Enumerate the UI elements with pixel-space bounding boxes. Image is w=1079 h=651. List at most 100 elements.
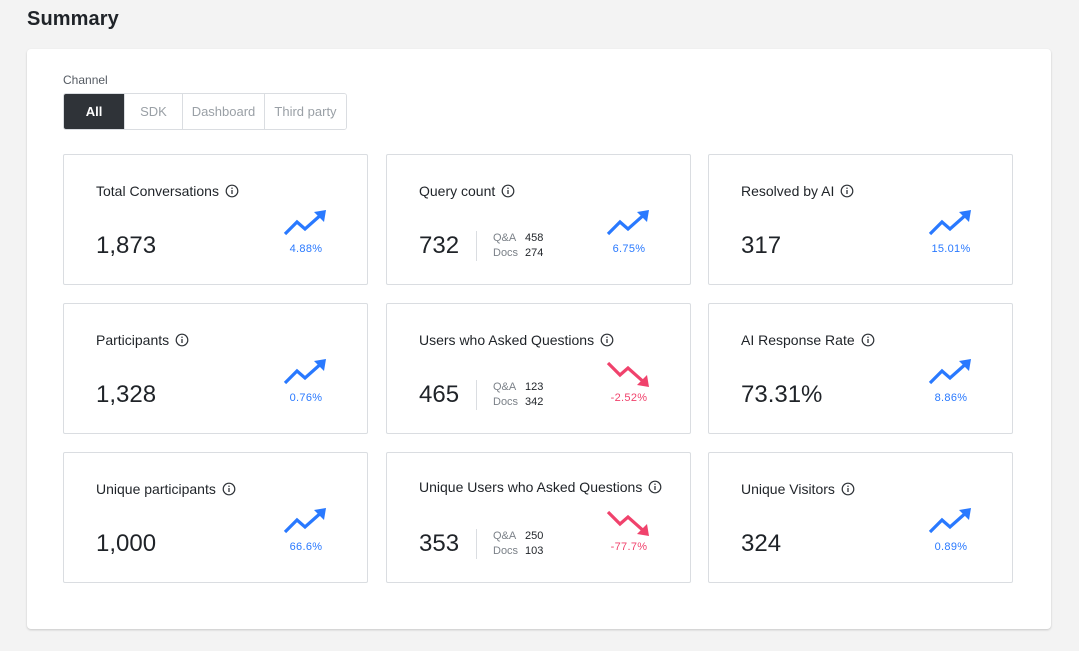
metric-change: 8.86%: [934, 392, 968, 404]
metric-card-resolved-by-ai: Resolved by AI 317 15.01%: [708, 154, 1013, 285]
trending-up-icon: [283, 359, 326, 385]
breakdown-value: 123: [525, 381, 544, 393]
trending-up-icon: [928, 210, 971, 236]
metric-title: Unique participants: [96, 479, 346, 499]
metric-value: 1,873: [96, 232, 157, 259]
metric-title-text: Unique Users who Asked Questions: [419, 479, 643, 495]
metric-card-total-conversations: Total Conversations 1,873 4.88%: [63, 154, 368, 285]
metric-change: -77.7%: [610, 541, 648, 553]
metric-trend: -2.52%: [605, 358, 653, 404]
metric-title-text: Resolved by AI: [741, 183, 835, 199]
breakdown-row: Q&A 250: [493, 529, 543, 544]
breakdown-row: Docs 274: [493, 246, 543, 261]
channel-option-sdk[interactable]: SDK: [124, 94, 182, 129]
breakdown-value: 103: [525, 545, 544, 557]
trending-up-icon: [606, 210, 649, 236]
channel-option-third-party[interactable]: Third party: [264, 94, 346, 129]
metric-change: 15.01%: [931, 243, 971, 255]
metric-trend: 4.88%: [282, 209, 330, 255]
metric-breakdown: Q&A 123 Docs 342: [476, 380, 543, 410]
channel-option-all[interactable]: All: [64, 94, 124, 129]
breakdown-label: Docs: [493, 545, 519, 557]
metric-value: 353: [419, 530, 460, 557]
metric-change: 4.88%: [289, 243, 323, 255]
breakdown-row: Q&A 123: [493, 380, 543, 395]
metric-title-text: Participants: [96, 332, 170, 348]
metric-title-text: Total Conversations: [96, 183, 219, 199]
trending-up-icon: [928, 508, 971, 534]
channel-label: Channel: [63, 73, 108, 87]
metric-change: 0.76%: [289, 392, 323, 404]
metric-value: 317: [741, 232, 782, 259]
metric-card-query-count: Query count 732 Q&A 458 Docs 274 6.75%: [386, 154, 691, 285]
metric-trend: 8.86%: [927, 358, 975, 404]
metric-title: AI Response Rate: [741, 330, 991, 350]
metric-change: 6.75%: [612, 243, 646, 255]
metric-title-text: Unique Visitors: [741, 481, 835, 497]
metric-card-unique-users-who-asked-questions: Unique Users who Asked Questions 353 Q&A 25…: [386, 452, 691, 583]
metric-value: 73.31%: [741, 381, 823, 408]
trending-up-icon: [283, 508, 326, 534]
channel-selector: All SDK Dashboard Third party: [63, 93, 347, 130]
breakdown-value: 342: [525, 396, 544, 408]
breakdown-label: Q&A: [493, 530, 517, 542]
breakdown-label: Q&A: [493, 232, 517, 244]
info-icon[interactable]: [648, 480, 662, 494]
breakdown-row: Docs 342: [493, 395, 543, 410]
breakdown-label: Docs: [493, 247, 519, 259]
metric-trend: -77.7%: [605, 507, 653, 553]
info-icon[interactable]: [841, 482, 855, 496]
trending-up-icon: [283, 210, 326, 236]
metric-card-participants: Participants 1,328 0.76%: [63, 303, 368, 434]
metric-breakdown: Q&A 250 Docs 103: [476, 529, 543, 559]
breakdown-value: 250: [525, 530, 544, 542]
metric-title: Unique Visitors: [741, 479, 991, 499]
metric-title: Unique Users who Asked Questions: [419, 477, 669, 497]
info-icon[interactable]: [840, 184, 854, 198]
info-icon[interactable]: [225, 184, 239, 198]
metric-title-text: AI Response Rate: [741, 332, 855, 348]
breakdown-row: Q&A 458: [493, 231, 543, 246]
metric-trend: 6.75%: [605, 209, 653, 255]
trending-down-icon: [606, 510, 649, 536]
summary-panel: Channel All SDK Dashboard Third party To…: [27, 49, 1051, 629]
metric-title: Users who Asked Questions: [419, 330, 669, 350]
metric-trend: 0.76%: [282, 358, 330, 404]
breakdown-label: Q&A: [493, 381, 517, 393]
metric-card-unique-participants: Unique participants 1,000 66.6%: [63, 452, 368, 583]
info-icon[interactable]: [861, 333, 875, 347]
metric-card-unique-visitors: Unique Visitors 324 0.89%: [708, 452, 1013, 583]
info-icon[interactable]: [222, 482, 236, 496]
metric-trend: 66.6%: [282, 507, 330, 553]
metric-title: Participants: [96, 330, 346, 350]
trending-up-icon: [928, 359, 971, 385]
info-icon[interactable]: [175, 333, 189, 347]
metric-value: 1,000: [96, 530, 157, 557]
breakdown-row: Docs 103: [493, 544, 543, 559]
metric-card-ai-response-rate: AI Response Rate 73.31% 8.86%: [708, 303, 1013, 434]
metric-title: Query count: [419, 181, 669, 201]
metric-value: 1,328: [96, 381, 157, 408]
metric-trend: 15.01%: [927, 209, 975, 255]
metric-trend: 0.89%: [927, 507, 975, 553]
metric-title-text: Unique participants: [96, 481, 216, 497]
metric-value: 324: [741, 530, 782, 557]
info-icon[interactable]: [501, 184, 515, 198]
trending-down-icon: [606, 361, 649, 387]
metric-title-text: Users who Asked Questions: [419, 332, 595, 348]
metric-change: 0.89%: [934, 541, 968, 553]
metric-breakdown: Q&A 458 Docs 274: [476, 231, 543, 261]
metric-title: Resolved by AI: [741, 181, 991, 201]
metric-value: 465: [419, 381, 460, 408]
metric-title-text: Query count: [419, 183, 496, 199]
metric-value: 732: [419, 232, 460, 259]
channel-option-dashboard[interactable]: Dashboard: [182, 94, 264, 129]
breakdown-value: 458: [525, 232, 544, 244]
metric-change: 66.6%: [289, 541, 323, 553]
breakdown-value: 274: [525, 247, 544, 259]
breakdown-label: Docs: [493, 396, 519, 408]
info-icon[interactable]: [600, 333, 614, 347]
metric-title: Total Conversations: [96, 181, 346, 201]
metric-card-users-who-asked-questions: Users who Asked Questions 465 Q&A 123 Docs 34…: [386, 303, 691, 434]
page-title: Summary: [27, 8, 119, 30]
